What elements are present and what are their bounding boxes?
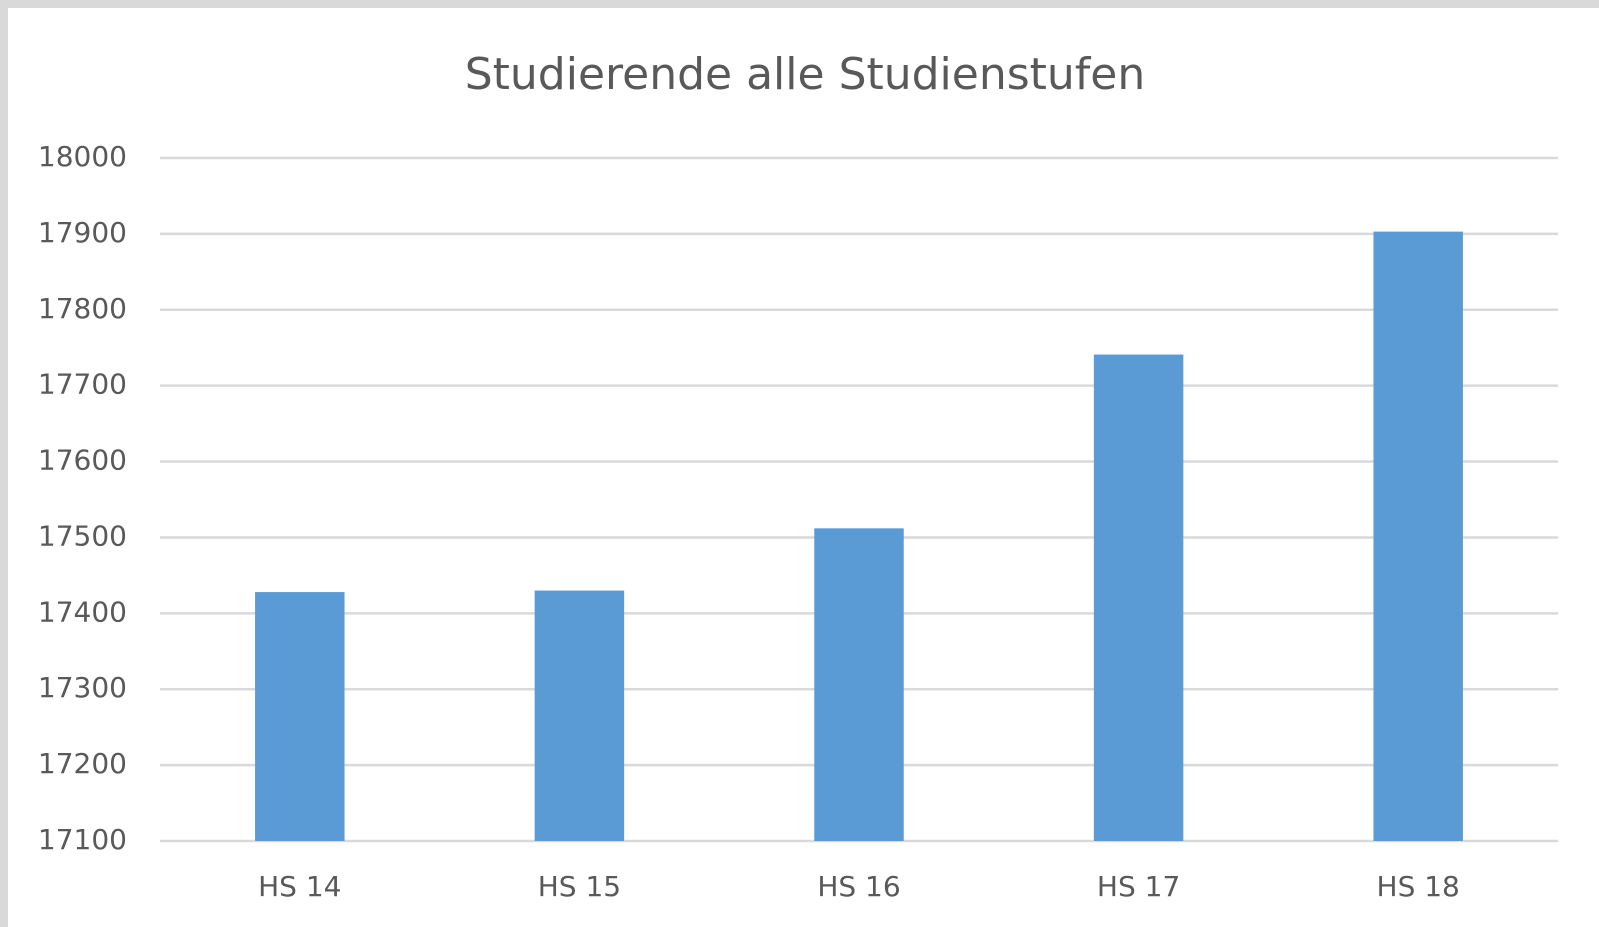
- bar: [1373, 231, 1463, 841]
- y-tick-label: 17600: [38, 444, 127, 477]
- y-tick-label: 17900: [38, 216, 127, 249]
- y-tick-label: 17300: [38, 671, 127, 704]
- y-tick-label: 17200: [38, 747, 127, 780]
- bar: [534, 590, 625, 841]
- y-tick-label: 17700: [38, 368, 127, 401]
- x-tick-label: HS 16: [817, 870, 900, 903]
- y-tick-label: 17400: [38, 595, 127, 628]
- y-tick-label: 17800: [38, 292, 127, 325]
- x-tick-label: HS 17: [1097, 870, 1180, 903]
- bar: [1093, 354, 1184, 841]
- y-tick-label: 17500: [38, 519, 127, 552]
- x-tick-label: HS 15: [538, 870, 621, 903]
- x-tick-label: HS 18: [1377, 870, 1460, 903]
- bar: [255, 592, 345, 841]
- y-tick-label: 17100: [38, 823, 127, 856]
- bar: [814, 528, 904, 841]
- chart-title: Studierende alle Studienstufen: [465, 49, 1146, 100]
- y-tick-label: 18000: [38, 140, 127, 173]
- x-tick-label: HS 14: [258, 870, 341, 903]
